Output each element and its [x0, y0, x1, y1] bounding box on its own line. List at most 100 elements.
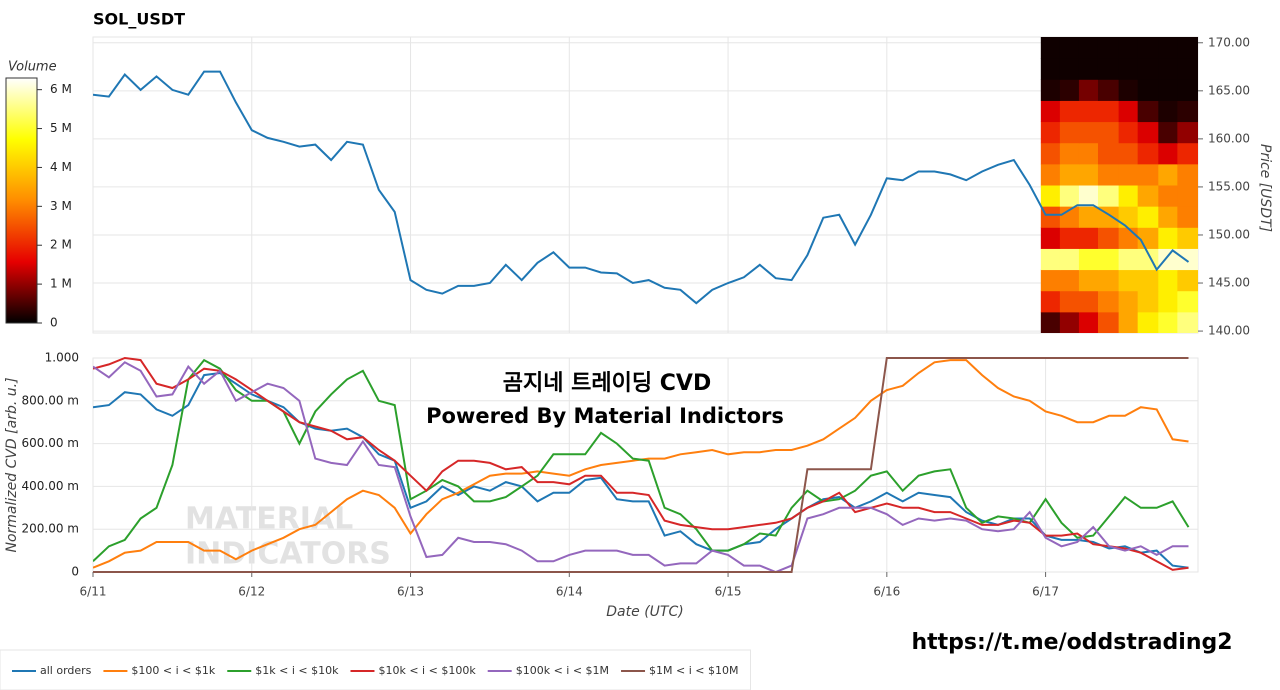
- heatmap-cell: [1059, 37, 1080, 59]
- heatmap-cell: [1059, 185, 1080, 207]
- colorbar-tick-label: 5 M: [50, 121, 72, 135]
- heatmap-cell: [1097, 269, 1120, 292]
- heatmap-cell: [1040, 227, 1061, 249]
- heatmap-cell: [1097, 37, 1120, 59]
- y-tick-label: 170.00: [1208, 35, 1250, 49]
- heatmap-cell: [1158, 58, 1178, 80]
- legend-label: $1M < i < $10M: [649, 664, 738, 677]
- heatmap-cell: [1078, 269, 1099, 292]
- heatmap-cell: [1177, 142, 1198, 165]
- heatmap-cell: [1118, 206, 1139, 228]
- heatmap-cell: [1059, 121, 1080, 144]
- x-tick-label: 6/14: [556, 585, 583, 599]
- x-tick-label: 6/16: [873, 585, 900, 599]
- heatmap-cell: [1097, 185, 1120, 207]
- heatmap-cell: [1137, 142, 1159, 165]
- heatmap-cell: [1097, 121, 1120, 144]
- heatmap-cell: [1059, 248, 1080, 271]
- heatmap-cell: [1177, 290, 1198, 313]
- heatmap-cell: [1040, 290, 1061, 313]
- y-axis-label: Normalized CVD [arb. u.]: [4, 377, 20, 552]
- heatmap-cell: [1118, 290, 1139, 313]
- heatmap-cell: [1059, 100, 1080, 123]
- heatmap-cell: [1078, 142, 1099, 165]
- heatmap-cell: [1040, 185, 1061, 207]
- heatmap-cell: [1059, 58, 1080, 80]
- annotation: Powered By Material Indictors: [426, 404, 784, 428]
- x-tick-label: 6/15: [715, 585, 742, 599]
- heatmap-cell: [1078, 248, 1099, 271]
- heatmap-cell: [1078, 37, 1099, 59]
- watermark: INDICATORS: [185, 537, 391, 572]
- x-tick-label: 6/11: [80, 585, 107, 599]
- heatmap-cell: [1118, 142, 1139, 165]
- series-line: [93, 357, 1189, 573]
- heatmap-cell: [1137, 227, 1159, 249]
- y-tick-label: 800.00 m: [22, 393, 80, 407]
- heatmap-cell: [1078, 121, 1099, 144]
- x-tick-label: 6/17: [1032, 585, 1059, 599]
- heatmap-cell: [1158, 163, 1178, 186]
- heatmap-cell: [1177, 163, 1198, 186]
- heatmap-cell: [1177, 79, 1198, 101]
- x-axis-label: Date (UTC): [606, 604, 683, 620]
- heatmap-cell: [1177, 206, 1198, 228]
- heatmap-cell: [1040, 121, 1061, 144]
- heatmap-cell: [1097, 100, 1120, 123]
- heatmap-cell: [1118, 311, 1139, 333]
- y-tick-label: 140.00: [1208, 324, 1250, 338]
- watermark: MATERIAL: [185, 502, 353, 537]
- heatmap-cell: [1137, 185, 1159, 207]
- heatmap-cell: [1118, 58, 1139, 80]
- heatmap-cell: [1040, 79, 1061, 101]
- heatmap-cell: [1059, 227, 1080, 249]
- heatmap-cell: [1078, 311, 1099, 333]
- heatmap-cell: [1158, 269, 1178, 292]
- y-tick-label: 400.00 m: [22, 479, 80, 493]
- heatmap-cell: [1137, 79, 1159, 101]
- footer-link[interactable]: https://t.me/oddstrading2: [911, 630, 1232, 655]
- heatmap-cell: [1059, 79, 1080, 101]
- plot-frame: [92, 36, 1199, 334]
- legend-label: $10k < i < $100k: [378, 664, 476, 677]
- y-tick-label: 200.00 m: [22, 522, 80, 536]
- colorbar: [5, 77, 38, 324]
- heatmap-cell: [1137, 290, 1159, 313]
- heatmap-cell: [1158, 37, 1178, 59]
- heatmap-cell: [1078, 58, 1099, 80]
- heatmap-cell: [1040, 269, 1061, 292]
- heatmap-cell: [1137, 269, 1159, 292]
- chart-title: SOL_USDT: [93, 10, 185, 29]
- series-line: [93, 356, 1189, 571]
- legend-label: $1k < i < $10k: [255, 664, 339, 677]
- heatmap-cell: [1137, 100, 1159, 123]
- heatmap-cell: [1158, 248, 1178, 271]
- heatmap-cell: [1177, 248, 1198, 271]
- heatmap-cell: [1040, 311, 1061, 333]
- heatmap-cell: [1078, 100, 1099, 123]
- heatmap-cell: [1118, 37, 1139, 59]
- x-tick-label: 6/12: [238, 585, 265, 599]
- heatmap-cell: [1118, 121, 1139, 144]
- heatmap-cell: [1137, 37, 1159, 59]
- heatmap-cell: [1097, 227, 1120, 249]
- heatmap-cell: [1040, 206, 1061, 228]
- heatmap-cell: [1158, 311, 1178, 333]
- series-line: [93, 361, 1189, 574]
- heatmap-cell: [1177, 269, 1198, 292]
- heatmap-cell: [1059, 142, 1080, 165]
- heatmap-cell: [1118, 248, 1139, 271]
- y-tick-label: 1.000: [45, 351, 79, 365]
- heatmap-cell: [1097, 142, 1120, 165]
- series-line: [93, 70, 1190, 305]
- y-tick-label: 155.00: [1208, 179, 1250, 193]
- heatmap-cell: [1097, 290, 1120, 313]
- heatmap-cell: [1118, 227, 1139, 249]
- colorbar-tick-label: 6 M: [50, 82, 72, 96]
- plot-area: [93, 356, 1190, 574]
- heatmap-cell: [1059, 206, 1080, 228]
- heatmap-cell: [1177, 121, 1198, 144]
- heatmap-cell: [1097, 248, 1120, 271]
- heatmap-cell: [1118, 269, 1139, 292]
- y-axis-label: Price [USDT]: [1257, 144, 1273, 232]
